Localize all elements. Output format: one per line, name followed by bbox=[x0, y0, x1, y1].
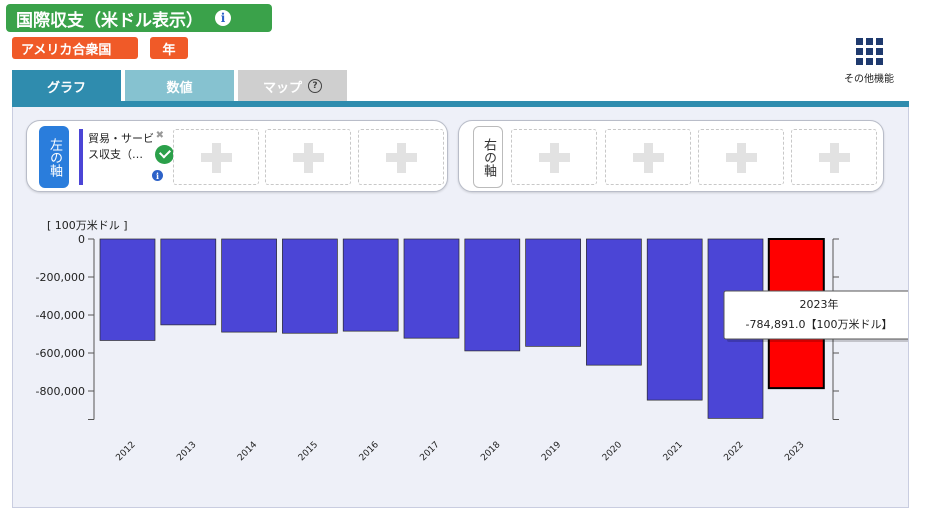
help-icon[interactable]: ? bbox=[308, 79, 322, 93]
tab-values[interactable]: 数値 bbox=[125, 70, 234, 102]
bar-2017[interactable] bbox=[403, 238, 460, 339]
tab-map[interactable]: マップ ? bbox=[238, 70, 347, 102]
bar-2013[interactable] bbox=[160, 238, 217, 326]
info-icon[interactable]: i bbox=[215, 10, 231, 26]
x-tick-label: 2023 bbox=[783, 440, 806, 463]
left-axis-label[interactable]: 左の軸 bbox=[39, 126, 69, 188]
bar-2018[interactable] bbox=[464, 238, 521, 352]
tab-graph[interactable]: グラフ bbox=[12, 70, 121, 102]
right-axis-label[interactable]: 右の軸 bbox=[473, 126, 503, 188]
info-icon[interactable]: i bbox=[152, 170, 163, 181]
bar-2016[interactable] bbox=[342, 238, 399, 332]
x-tick-label: 2015 bbox=[297, 440, 320, 463]
other-functions-label: その他機能 bbox=[844, 74, 894, 85]
y-tick-label: -400,000 bbox=[36, 309, 85, 322]
page-title: 国際収支（米ドル表示） i bbox=[6, 4, 272, 32]
left-axis-box: 左の軸 貿易・サービス収支（… ✖ i bbox=[26, 120, 448, 192]
add-series-slot[interactable] bbox=[173, 129, 259, 185]
view-tabs: グラフ 数値 マップ ? bbox=[12, 70, 351, 102]
bar-2021[interactable] bbox=[646, 238, 703, 401]
add-series-slot[interactable] bbox=[511, 129, 597, 185]
x-tick-label: 2017 bbox=[418, 440, 441, 463]
y-tick-label: 0 bbox=[78, 233, 85, 246]
bar-2020[interactable] bbox=[586, 238, 642, 366]
add-series-slot[interactable] bbox=[265, 129, 351, 185]
tab-underline bbox=[12, 101, 909, 107]
x-tick-label: 2019 bbox=[540, 440, 563, 463]
y-tick-label: -800,000 bbox=[36, 385, 85, 398]
x-tick-label: 2016 bbox=[358, 440, 381, 463]
page-title-text: 国際収支（米ドル表示） bbox=[16, 10, 203, 31]
right-axis-box: 右の軸 bbox=[458, 120, 884, 192]
check-icon bbox=[155, 145, 174, 164]
tab-graph-label: グラフ bbox=[46, 80, 86, 96]
add-series-slot[interactable] bbox=[605, 129, 691, 185]
tooltip-value: -784,891.0【100万米ドル】 bbox=[746, 318, 893, 331]
tab-values-label: 数値 bbox=[166, 80, 193, 96]
add-series-slot[interactable] bbox=[358, 129, 444, 185]
period-label: 年 bbox=[162, 42, 176, 58]
x-tick-label: 2022 bbox=[722, 440, 745, 463]
other-functions-button[interactable]: その他機能 bbox=[836, 38, 902, 85]
bar-2015[interactable] bbox=[282, 238, 338, 334]
tooltip bbox=[723, 290, 908, 340]
country-label: アメリカ合衆国 bbox=[21, 42, 112, 58]
x-tick-label: 2014 bbox=[236, 440, 259, 463]
x-tick-label: 2021 bbox=[662, 440, 685, 463]
bar-2012[interactable] bbox=[99, 238, 156, 341]
x-tick-label: 2020 bbox=[601, 440, 624, 463]
y-tick-label: -600,000 bbox=[36, 347, 85, 360]
bar-2019[interactable] bbox=[525, 238, 581, 347]
x-tick-label: 2013 bbox=[175, 440, 198, 463]
country-selector[interactable]: アメリカ合衆国 bbox=[12, 37, 138, 59]
bar-2014[interactable] bbox=[221, 238, 277, 333]
close-icon[interactable]: ✖ bbox=[155, 130, 164, 141]
series-name: 貿易・サービス収支（… bbox=[88, 132, 154, 161]
series-card-trade-services[interactable]: 貿易・サービス収支（… ✖ i bbox=[79, 129, 174, 185]
tab-map-label: マップ bbox=[262, 80, 302, 96]
add-series-slot[interactable] bbox=[791, 129, 877, 185]
x-tick-label: 2012 bbox=[114, 440, 137, 463]
tooltip-title: 2023年 bbox=[800, 297, 839, 311]
x-tick-label: 2018 bbox=[479, 440, 502, 463]
add-series-slot[interactable] bbox=[698, 129, 784, 185]
grid-icon bbox=[855, 38, 883, 65]
y-tick-label: -200,000 bbox=[36, 271, 85, 284]
bar-chart: [ 100万米ドル ]0 -200,000 -400,000 -600,000 -800… bbox=[36, 219, 908, 463]
period-selector[interactable]: 年 bbox=[150, 37, 188, 59]
y-unit-label: [ 100万米ドル ] bbox=[47, 219, 128, 232]
